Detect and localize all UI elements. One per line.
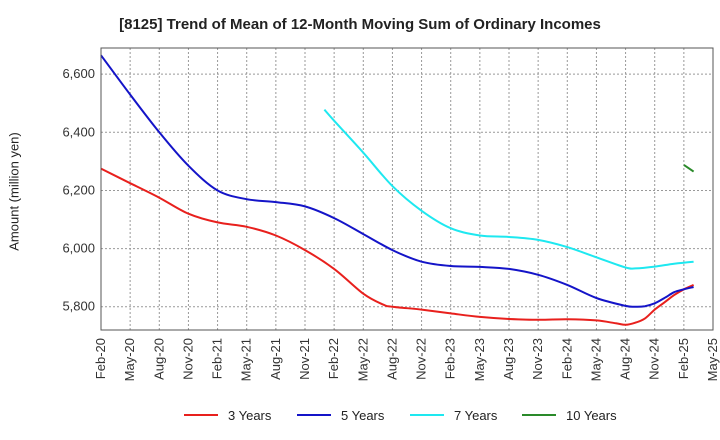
legend-item-10-years: 10 Years — [522, 404, 617, 426]
x-tick-label: Nov-23 — [530, 338, 545, 380]
y-tick-label: 6,200 — [62, 182, 95, 197]
x-tick-label: Feb-20 — [93, 338, 108, 379]
x-tick-label: May-24 — [588, 338, 603, 381]
legend-label: 5 Years — [341, 407, 385, 423]
x-tick-label: May-22 — [355, 338, 370, 381]
x-tick-label: Aug-23 — [501, 338, 516, 380]
legend-item-5-years: 5 Years — [297, 404, 384, 426]
y-tick-label: 6,600 — [62, 66, 95, 81]
legend: 3 Years 5 Years 7 Years 10 Years — [0, 404, 720, 426]
series-line-3-years — [100, 167, 695, 326]
legend-swatch — [297, 414, 331, 416]
plot-frame — [100, 47, 714, 331]
y-tick-label: 6,000 — [62, 241, 95, 256]
series-lines — [100, 54, 695, 326]
legend-label: 3 Years — [228, 407, 272, 423]
x-tick-label: Aug-20 — [151, 338, 166, 380]
series-line-5-years — [100, 54, 694, 308]
x-tick-label: Feb-21 — [210, 338, 225, 379]
x-tick-label: Nov-20 — [180, 338, 195, 380]
x-tick-label: May-20 — [122, 338, 137, 381]
legend-swatch — [410, 414, 444, 416]
x-tick-label: Aug-24 — [618, 338, 633, 380]
series-line-7-years — [323, 108, 694, 270]
x-tick-label: May-23 — [472, 338, 487, 381]
x-ticks: Feb-20 May-20 Aug-20 Nov-20 Feb-21 May-21 Aug-… — [93, 338, 720, 381]
legend-label: 10 Years — [566, 407, 617, 423]
y-tick-label: 5,800 — [62, 299, 95, 314]
legend-label: 7 Years — [454, 407, 498, 423]
y-tick-label: 6,400 — [62, 124, 95, 139]
grid-lines — [101, 48, 713, 330]
legend-item-7-years: 7 Years — [410, 404, 497, 426]
legend-item-3-years: 3 Years — [184, 404, 271, 426]
x-tick-label: Aug-21 — [268, 338, 283, 380]
x-tick-label: Nov-22 — [414, 338, 429, 380]
legend-swatch — [184, 414, 218, 416]
x-tick-label: Nov-21 — [297, 338, 312, 380]
x-tick-label: Feb-24 — [559, 338, 574, 379]
x-tick-label: Feb-25 — [676, 338, 691, 379]
series-line-10-years — [683, 164, 695, 173]
chart-title: [8125] Trend of Mean of 12-Month Moving … — [119, 16, 601, 33]
legend-swatch — [522, 414, 556, 416]
x-tick-label: Aug-22 — [384, 338, 399, 380]
x-tick-label: May-21 — [239, 338, 254, 381]
x-tick-label: May-25 — [705, 338, 720, 381]
x-tick-label: Nov-24 — [647, 338, 662, 380]
x-tick-label: Feb-22 — [326, 338, 341, 379]
x-tick-label: Feb-23 — [443, 338, 458, 379]
y-ticks: 5,800 6,000 6,200 6,400 6,600 — [62, 66, 95, 314]
